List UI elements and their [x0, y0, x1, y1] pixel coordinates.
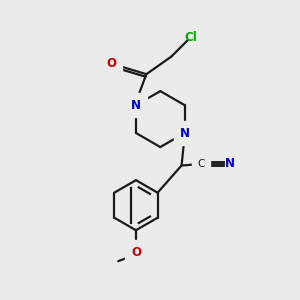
Text: N: N: [131, 99, 141, 112]
Text: Cl: Cl: [184, 31, 197, 44]
Text: O: O: [131, 246, 141, 259]
Text: C: C: [197, 159, 204, 169]
Text: O: O: [106, 57, 117, 70]
Text: N: N: [179, 127, 190, 140]
Text: N: N: [225, 158, 235, 170]
